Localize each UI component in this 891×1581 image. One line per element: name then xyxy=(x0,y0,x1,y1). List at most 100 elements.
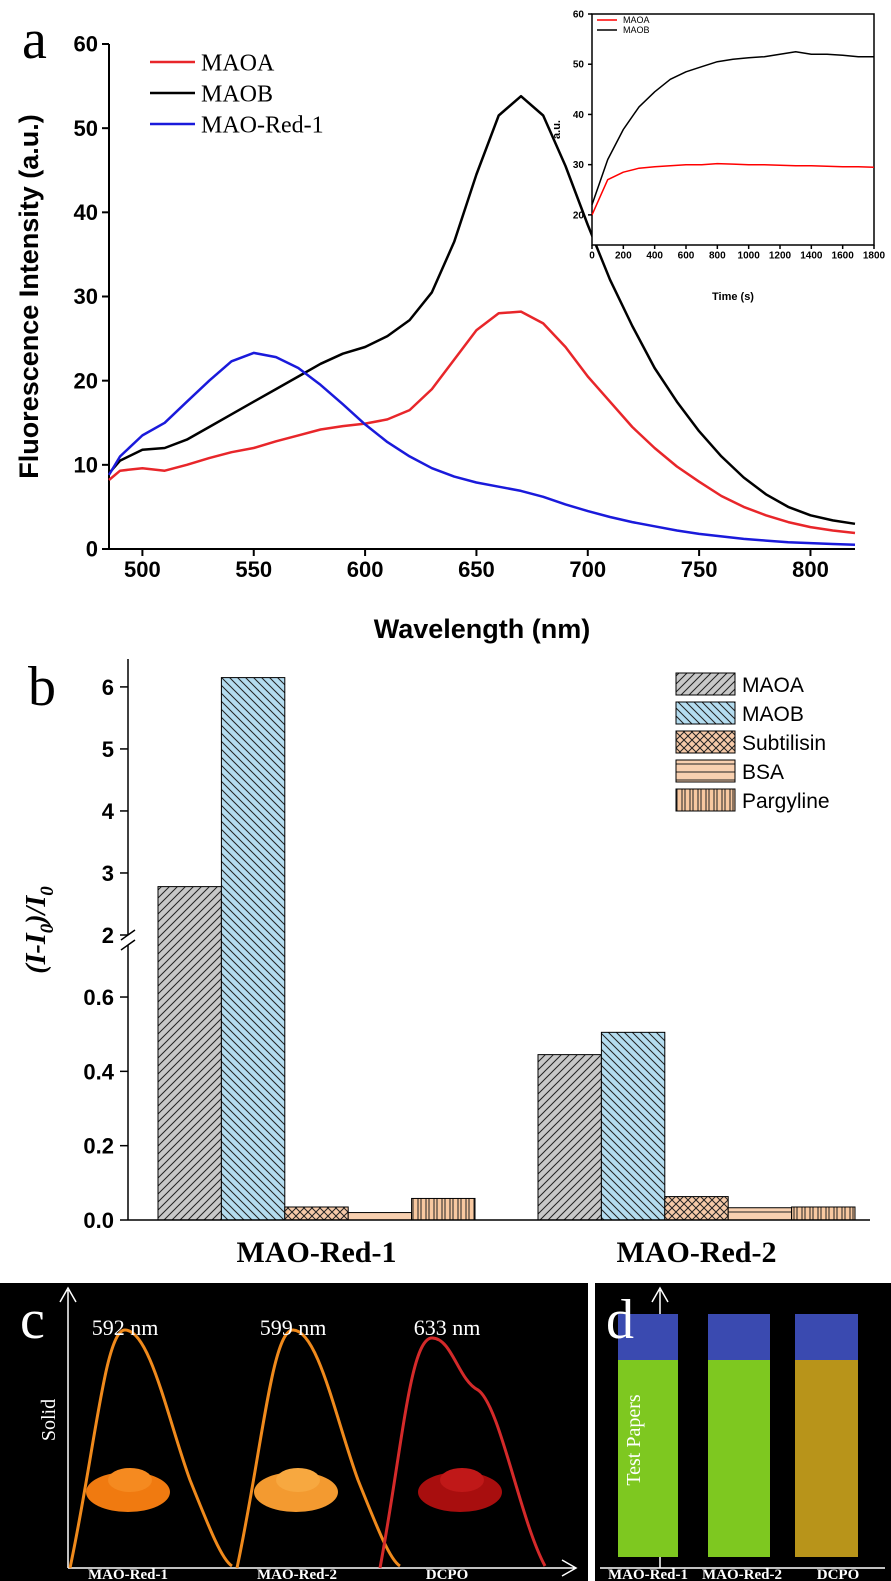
x-tick-label: 650 xyxy=(458,557,495,582)
sample-label: MAO-Red-2 xyxy=(257,1567,337,1581)
y-tick-label: 2 xyxy=(102,923,114,948)
bar xyxy=(220,677,286,1221)
bar xyxy=(537,1054,602,1221)
peak-label: 592 nm xyxy=(92,1315,159,1340)
legend-label: MAOB xyxy=(201,81,273,107)
x-tick-label: 1600 xyxy=(832,251,855,262)
bar xyxy=(791,1206,856,1221)
x-tick-label: 400 xyxy=(646,251,663,262)
series-line xyxy=(107,351,856,547)
x-tick-label: 550 xyxy=(235,557,272,582)
y-tick-label: 60 xyxy=(74,32,98,57)
sample-label: DCPO xyxy=(426,1567,469,1581)
photo-panels: c Solid 592 nm 599 nm 633 nm MAO-Red-1 M… xyxy=(0,1283,891,1581)
panel-label: d xyxy=(606,1289,634,1351)
legend-label: MAOB xyxy=(742,703,804,726)
y-tick-label: 40 xyxy=(74,200,98,225)
y-tick-label: 3 xyxy=(102,861,114,886)
y-arrow xyxy=(59,1286,77,1568)
test-strip xyxy=(795,1360,858,1557)
y-tick-label: 0.4 xyxy=(83,1059,114,1084)
x-tick-label: 800 xyxy=(709,251,726,262)
y-axis-label: a.u. xyxy=(551,120,563,139)
y-tick-label: 10 xyxy=(74,453,98,478)
emission-curve xyxy=(378,1336,547,1569)
legend-swatch xyxy=(675,672,736,696)
x-tick-label: MAO-Red-1 xyxy=(237,1236,397,1269)
panel-c-axes xyxy=(59,1286,578,1577)
y-axis-label-part: (I-I xyxy=(21,932,52,974)
y-tick-label: 0 xyxy=(86,537,98,562)
powder xyxy=(108,1468,152,1492)
legend-label: Subtilisin xyxy=(742,732,826,755)
y-tick-label: 0.2 xyxy=(83,1134,114,1159)
x-tick-label: 200 xyxy=(615,251,632,262)
test-strip xyxy=(708,1360,770,1557)
powder xyxy=(440,1468,484,1492)
y-tick-label: 20 xyxy=(74,368,98,393)
y-tick-label: 4 xyxy=(102,799,115,824)
x-tick-label: 1800 xyxy=(863,251,886,262)
emission-curve xyxy=(235,1328,401,1569)
series-line xyxy=(591,50,874,206)
y-tick-label: 6 xyxy=(102,675,114,700)
y-tick-label: 5 xyxy=(102,737,114,762)
y-axis-label-subscript: 0 xyxy=(37,923,58,933)
y-tick-label: 30 xyxy=(74,284,98,309)
plot-frame xyxy=(591,13,875,246)
x-tick-label: 1000 xyxy=(738,251,761,262)
y-tick-label: 50 xyxy=(74,116,98,141)
x-axis-label: Time (s) xyxy=(712,291,754,303)
y-tick-label: 20 xyxy=(573,210,585,221)
bar xyxy=(664,1196,729,1221)
x-tick-label: 0 xyxy=(589,251,595,262)
strip-top xyxy=(795,1314,858,1360)
bar xyxy=(157,886,222,1221)
y-tick-label: 0.0 xyxy=(83,1208,114,1233)
y-axis-label: Fluorescence Intensity (a.u.) xyxy=(14,114,44,479)
powder xyxy=(276,1468,320,1492)
strip-top xyxy=(618,1314,678,1360)
peak-label: 599 nm xyxy=(260,1315,327,1340)
bar xyxy=(727,1207,793,1221)
panel-label: a xyxy=(22,9,47,71)
sample-label: MAO-Red-1 xyxy=(608,1567,688,1581)
y-tick-label: 30 xyxy=(573,160,585,171)
y-tick-label: 40 xyxy=(573,110,585,121)
x-tick-label: 700 xyxy=(569,557,606,582)
x-tick-label: 1200 xyxy=(769,251,792,262)
sample-label: MAO-Red-2 xyxy=(702,1567,782,1581)
axis-label: Solid xyxy=(38,1399,60,1441)
legend-label: Pargyline xyxy=(742,790,830,813)
axis-label: Test Papers xyxy=(623,1394,645,1486)
x-tick-label: MAO-Red-2 xyxy=(617,1236,777,1269)
y-axis-label-part: )/I xyxy=(21,895,52,927)
legend-swatch xyxy=(675,788,736,812)
series-line xyxy=(591,162,875,216)
legend-label: MAO-Red-1 xyxy=(201,112,324,138)
panel-label: c xyxy=(20,1289,45,1351)
series-line xyxy=(108,310,856,535)
y-axis-label-subscript: 0 xyxy=(37,886,58,896)
test-strip xyxy=(618,1360,678,1557)
legend-label: MAOB xyxy=(623,25,650,35)
x-arrow xyxy=(68,1559,578,1577)
sample-label: MAO-Red-1 xyxy=(88,1567,168,1581)
x-tick-label: 600 xyxy=(347,557,384,582)
panel-c-background xyxy=(0,1283,588,1581)
x-axis-label: Wavelength (nm) xyxy=(374,614,591,644)
legend-label: MAOA xyxy=(201,50,275,76)
bar xyxy=(600,1031,666,1221)
x-tick-label: 800 xyxy=(792,557,829,582)
x-tick-label: 750 xyxy=(681,557,718,582)
panel-label: b xyxy=(28,656,56,718)
sample-label: DCPO xyxy=(817,1567,860,1581)
legend-swatch xyxy=(675,730,736,754)
x-tick-label: 1400 xyxy=(800,251,823,262)
legend-swatch xyxy=(675,701,736,725)
peak-label: 633 nm xyxy=(414,1315,481,1340)
emission-curve xyxy=(68,1328,233,1569)
y-tick-label: 50 xyxy=(573,60,585,71)
